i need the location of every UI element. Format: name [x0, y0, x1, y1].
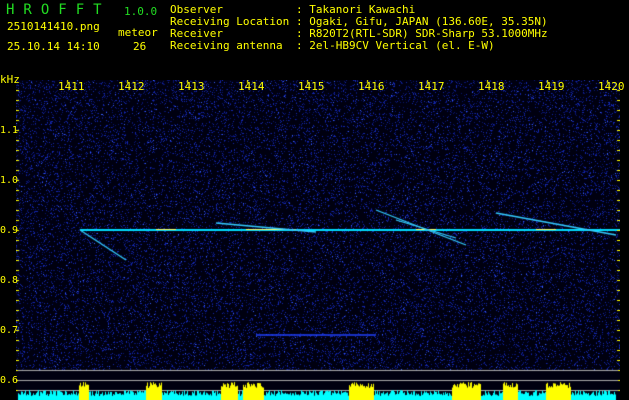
info-value: : R820T2(RTL-SDR) SDR-Sharp 53.1000MHz — [296, 27, 548, 40]
y-tick-label: 0.6 — [0, 375, 19, 386]
axis-unit: kHz — [0, 73, 20, 86]
info-value: : 2el-HB9CV Vertical (el. E-W) — [296, 39, 495, 52]
x-tick-label: 1415 — [298, 80, 325, 93]
y-tick-label: 0.7 — [0, 325, 19, 336]
spectrogram-waterfall — [16, 80, 620, 400]
y-tick-label: 1.1 — [0, 125, 19, 136]
x-tick-label: 1416 — [358, 80, 385, 93]
x-tick-label: 1414 — [238, 80, 265, 93]
info-label: Receiving Location — [170, 15, 290, 28]
meteor-count: 26 — [133, 40, 147, 53]
info-label: Observer — [170, 3, 223, 16]
x-tick-label: 1417 — [418, 80, 445, 93]
file-name: 2510141410.png — [7, 20, 100, 33]
info-value: : Takanori Kawachi — [296, 3, 416, 16]
x-tick-label: 1418 — [478, 80, 505, 93]
app-title: HROFFT — [6, 2, 111, 18]
info-row: Receiving Location : Ogaki, Gifu, JAPAN … — [170, 16, 548, 28]
y-tick-label: 1.0 — [0, 175, 19, 186]
x-tick-label: 1412 — [118, 80, 145, 93]
info-value: : Ogaki, Gifu, JAPAN (136.60E, 35.35N) — [296, 15, 548, 28]
info-row: Observer : Takanori Kawachi — [170, 4, 548, 16]
app-version: 1.0.0 — [124, 5, 158, 18]
info-label: Receiver — [170, 27, 223, 40]
info-row: Receiving antenna : 2el-HB9CV Vertical (… — [170, 40, 548, 52]
meteor-label: meteor — [118, 26, 158, 39]
y-tick-label: 0.9 — [0, 225, 19, 236]
file-datetime: 25.10.14 14:10 — [7, 40, 100, 53]
station-info: Observer : Takanori Kawachi Receiving Lo… — [170, 4, 548, 52]
info-label: Receiving antenna — [170, 39, 283, 52]
x-tick-label: 1413 — [178, 80, 205, 93]
y-tick-label: 0.8 — [0, 275, 19, 286]
x-tick-label: 1419 — [538, 80, 565, 93]
x-tick-label: 1411 — [58, 80, 85, 93]
x-tick-label: 1420 — [598, 80, 625, 93]
info-row: Receiver : R820T2(RTL-SDR) SDR-Sharp 53.… — [170, 28, 548, 40]
